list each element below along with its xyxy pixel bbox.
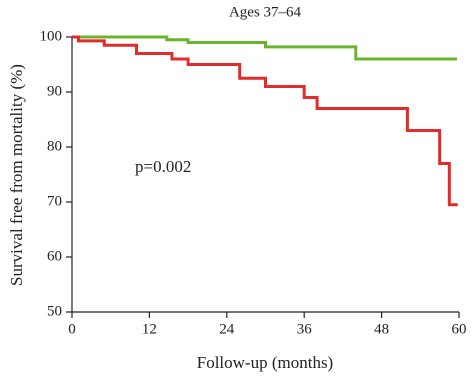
- chart-title: Ages 37–64: [229, 4, 302, 20]
- y-tick-label: 100: [40, 28, 63, 44]
- x-tick-label: 12: [142, 321, 157, 337]
- x-tick-label: 60: [452, 321, 467, 337]
- annotation: p=0.002: [135, 157, 191, 176]
- y-tick-label: 70: [47, 193, 62, 209]
- y-tick-label: 60: [47, 248, 62, 264]
- survival-line: [72, 35, 458, 207]
- survival-line: [72, 35, 458, 61]
- x-tick-label: 36: [297, 321, 313, 337]
- y-tick-label: 80: [47, 138, 62, 154]
- y-tick-label: 50: [47, 303, 62, 319]
- x-axis-label: Follow-up (months): [197, 353, 333, 372]
- x-tick-label: 24: [219, 321, 235, 337]
- x-tick-label: 48: [374, 321, 389, 337]
- x-tick-label: 0: [68, 321, 76, 337]
- y-tick-label: 90: [47, 83, 62, 99]
- y-axis-label: Survival free from mortality (%): [7, 64, 26, 286]
